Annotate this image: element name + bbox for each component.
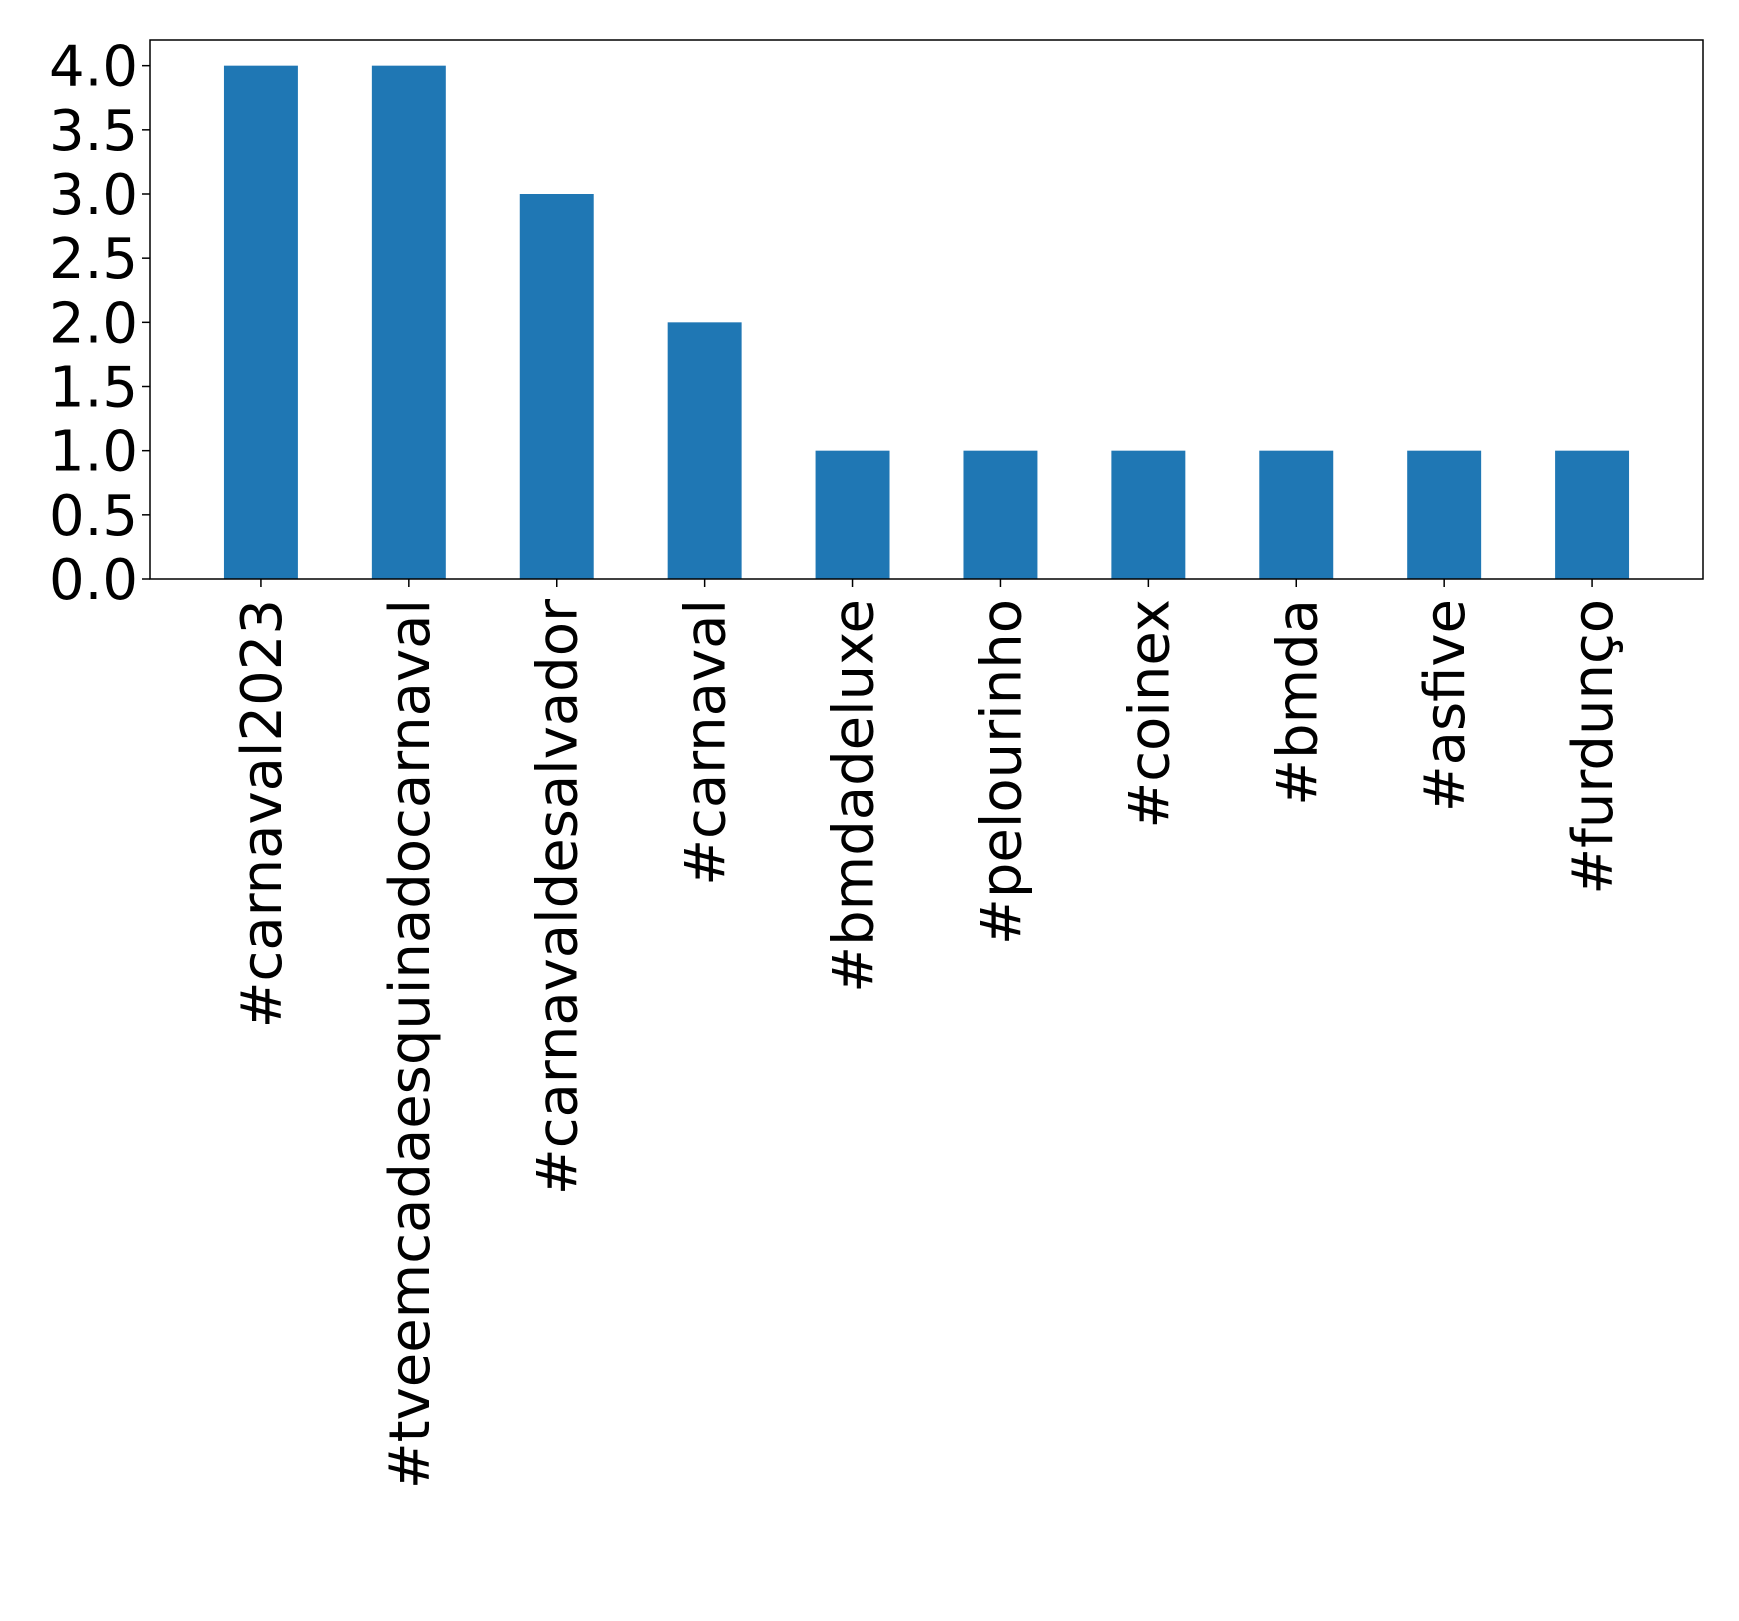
y-tick-label: 4.0 (49, 35, 138, 100)
bars-group (223, 65, 1630, 579)
x-tick-label: #furdunço (1561, 599, 1626, 895)
y-tick-label: 0.0 (49, 548, 138, 613)
y-tick-label: 2.0 (49, 291, 138, 356)
y-tick-label: 1.5 (49, 356, 138, 421)
y-tick-label: 3.5 (49, 99, 138, 164)
bar (963, 450, 1038, 579)
y-tick-label: 2.5 (49, 227, 138, 292)
x-tick-label: #asfive (1413, 599, 1478, 812)
y-tick-label: 0.5 (49, 484, 138, 549)
bar (519, 194, 594, 579)
x-tick-label: #pelourinho (969, 599, 1034, 945)
x-tick-label: #coinex (1117, 599, 1182, 829)
x-axis: #carnaval2023 #tveemcadaesquinadocarnaval… (230, 579, 1626, 1489)
y-axis: 0.00.51.01.52.02.53.03.54.0 (49, 35, 150, 613)
y-tick-label: 3.0 (49, 163, 138, 228)
x-tick-label: #carnaval (674, 599, 739, 886)
x-tick-label: #carnavaldesalvador (526, 598, 591, 1195)
bar (1259, 450, 1334, 579)
bar (1407, 450, 1482, 579)
plot-frame (149, 39, 1704, 580)
x-tick-label: #carnaval2023 (230, 599, 295, 1028)
bar (371, 65, 446, 579)
x-tick-label: #bmda (1265, 599, 1330, 806)
bar (667, 322, 742, 579)
bar (1555, 450, 1630, 579)
x-tick-label: #tveemcadaesquinadocarnaval (378, 599, 443, 1489)
x-tick-label: #bmdadeluxe (822, 599, 887, 993)
bar (815, 450, 890, 579)
bar (223, 65, 298, 579)
bar (1111, 450, 1186, 579)
y-tick-label: 1.0 (49, 420, 138, 485)
